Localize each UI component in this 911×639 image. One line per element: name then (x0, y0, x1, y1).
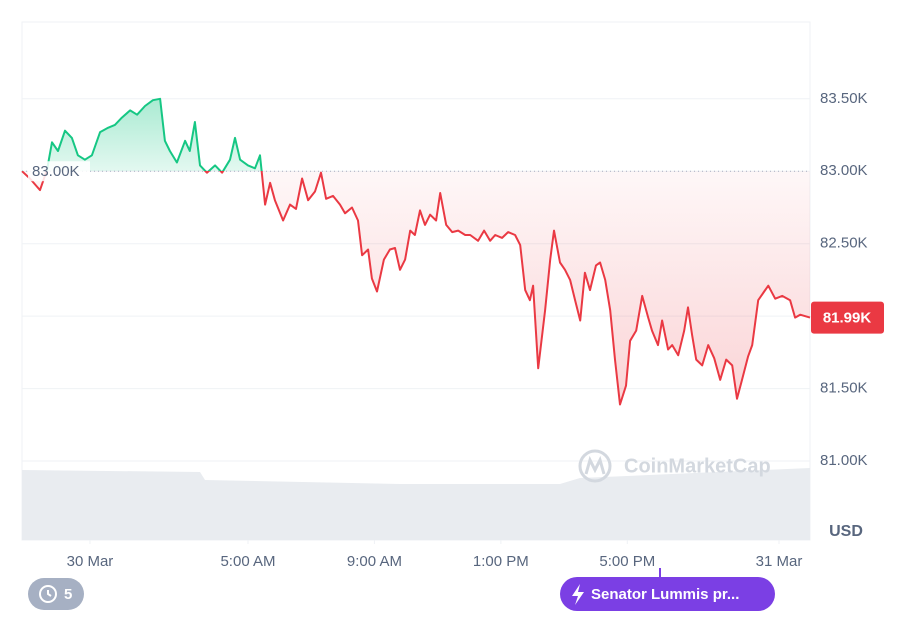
news-pill[interactable]: Senator Lummis pr... (560, 568, 775, 611)
history-badge[interactable]: 5 (28, 578, 84, 610)
y-tick-label: 83.50K (820, 90, 868, 107)
x-tick-label: 1:00 PM (473, 553, 529, 570)
news-text[interactable]: Senator Lummis pr... (591, 586, 739, 603)
price-area (22, 98, 810, 405)
x-tick-label: 30 Mar (67, 553, 114, 570)
volume-area (22, 468, 810, 540)
price-line (21, 97, 811, 406)
x-tick-label: 31 Mar (756, 553, 803, 570)
watermark-text: CoinMarketCap (624, 455, 771, 477)
x-tick-label: 9:00 AM (347, 553, 402, 570)
history-count[interactable]: 5 (64, 586, 72, 603)
current-price-label: 81.99K (823, 310, 872, 327)
x-tick-label: 5:00 AM (220, 553, 275, 570)
y-tick-label: 82.50K (820, 235, 868, 252)
y-tick-label: 81.50K (820, 380, 868, 397)
y-tick-label: 83.00K (820, 162, 868, 179)
baseline-label-bg (28, 161, 90, 182)
current-price-tag (811, 301, 884, 334)
baseline-label: 83.00K (32, 163, 80, 180)
y-tick-label: 81.00K (820, 452, 868, 469)
currency: USD (829, 523, 863, 540)
watermark: CoinMarketCap (578, 449, 771, 483)
x-tick-label: 5:00 PM (599, 553, 655, 570)
